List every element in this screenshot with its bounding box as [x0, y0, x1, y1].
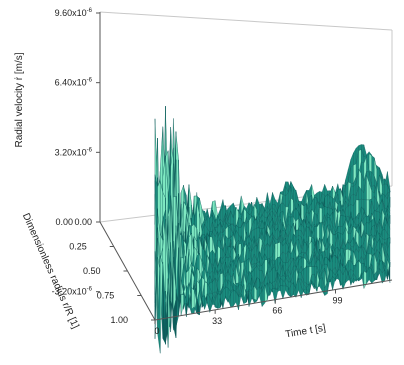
r-tick-label: 0.25	[69, 242, 87, 252]
surface-facet	[285, 285, 289, 295]
r-tick-label: 1.00	[110, 315, 128, 325]
surface-facet	[382, 229, 385, 241]
t-tick-label: 66	[272, 306, 282, 316]
t-tick-label: 99	[332, 296, 342, 306]
surface-facet	[324, 257, 328, 265]
surface-facet	[327, 216, 331, 226]
surface-facet	[303, 241, 307, 253]
t-tick-label: 0	[154, 326, 159, 336]
surface-facet	[180, 294, 184, 316]
surface-facet	[319, 222, 323, 242]
surface-facet	[363, 144, 367, 158]
surface-facet	[298, 271, 302, 280]
surface-facet	[272, 192, 276, 205]
z-tick-label: 6.40x10-6	[55, 78, 93, 88]
surface-facet	[355, 260, 359, 282]
surface-facet	[350, 164, 354, 184]
t-axis-line	[154, 279, 393, 321]
surface-facet	[387, 263, 391, 283]
surface-facet	[366, 215, 370, 224]
z-tick-label: -3.20x10-6	[52, 287, 93, 297]
surface-facet	[282, 285, 286, 299]
surface-facet	[363, 270, 367, 289]
z-tick-label: 9.60x10-6	[55, 8, 93, 18]
surface-facet	[368, 266, 372, 284]
t-axis-title: Time t [s]	[285, 323, 327, 341]
surface-facet	[272, 287, 276, 304]
box-edge	[99, 11, 393, 31]
surface-facet	[350, 152, 354, 168]
r-tick-label: 0.75	[97, 291, 115, 301]
surface-facet	[340, 215, 344, 227]
surface-facet	[368, 153, 372, 173]
z-tick-label: 0.00	[74, 217, 92, 227]
surface-mesh	[154, 106, 391, 354]
surface-facet	[353, 147, 357, 166]
surface-facet	[280, 285, 284, 299]
surface-facet	[233, 290, 237, 307]
r-tick-label: 0.50	[83, 266, 101, 276]
t-tick-label: 33	[212, 316, 222, 326]
surface-facet	[238, 294, 242, 310]
surface-facet	[259, 265, 263, 271]
surface-facet	[303, 267, 307, 285]
surface-facet	[288, 287, 292, 298]
z-tick-label: 3.20x10-6	[55, 147, 93, 157]
surface-facet	[350, 193, 354, 207]
z-axis-title: Radial velocity ṙ [m/s]	[14, 52, 25, 147]
surface-facet	[272, 266, 276, 283]
surface-facet	[332, 276, 336, 290]
surface-facet	[306, 266, 310, 286]
surface-facet	[191, 287, 195, 310]
surface-facet	[350, 182, 354, 187]
surface-facet	[220, 248, 224, 259]
r-axis-title: Dimensionless radius r/R [1]	[20, 212, 81, 331]
surface-facet	[311, 266, 315, 275]
r-tick-label: 0.00	[55, 217, 73, 227]
surface-facet	[319, 276, 323, 292]
